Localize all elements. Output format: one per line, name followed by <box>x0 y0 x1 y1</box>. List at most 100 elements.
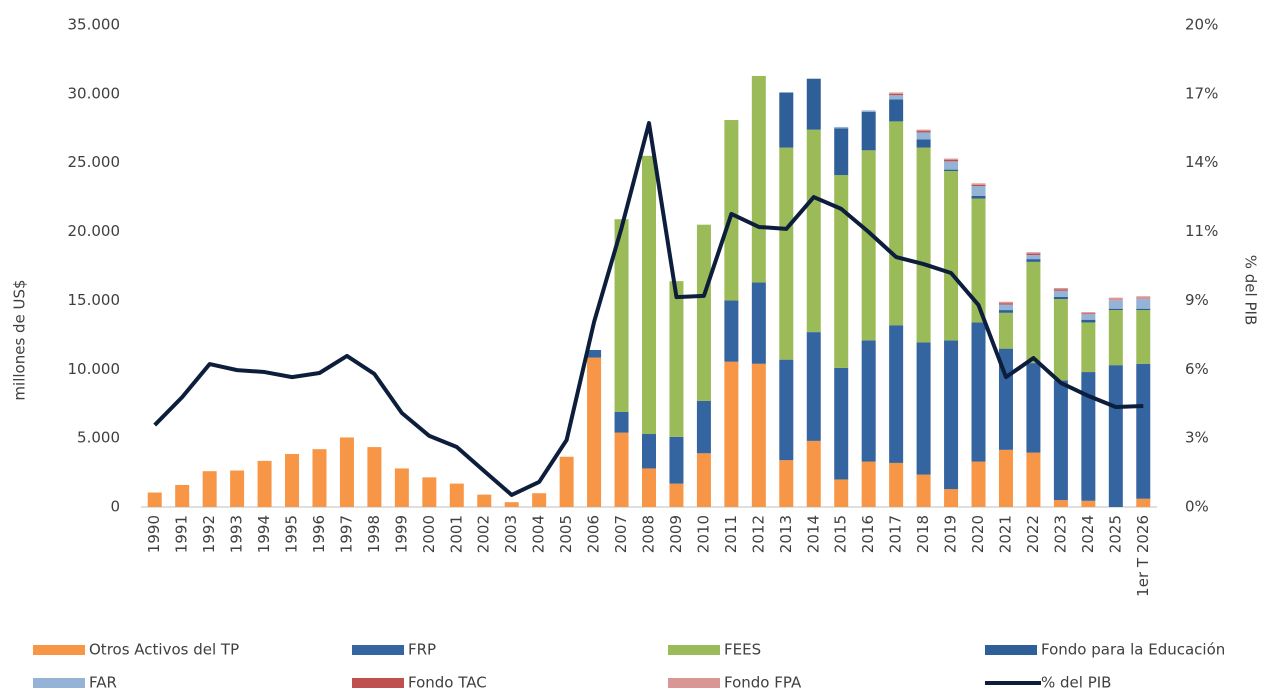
bar-segment <box>449 483 464 507</box>
bar-segment <box>916 147 931 343</box>
bar-segment <box>1026 254 1041 260</box>
y2-tick-label: 20% <box>1185 16 1218 34</box>
y-axis-title: millones de US$ <box>11 279 29 400</box>
bar-segment <box>614 219 629 412</box>
x-tick-label: 2019 <box>942 515 960 553</box>
legend-label: FAR <box>89 674 117 692</box>
bar-segment <box>642 468 656 507</box>
bar-segment <box>1026 259 1041 262</box>
x-tick-label: 2006 <box>585 515 603 553</box>
bar-segment <box>861 461 876 507</box>
x-tick-label: 1992 <box>200 515 218 553</box>
bar-segment <box>834 128 849 176</box>
y2-tick-label: 0% <box>1185 498 1209 516</box>
y-tick-label: 30.000 <box>68 84 121 102</box>
bar-segment <box>1108 297 1123 301</box>
bar-segment <box>998 301 1013 304</box>
y-tick-label: 5.000 <box>77 429 120 447</box>
bar-segment <box>230 470 245 507</box>
bar-segment <box>971 198 986 323</box>
bar-segment <box>504 502 519 507</box>
bar-segment <box>889 95 904 100</box>
y2-tick-label: 6% <box>1185 360 1209 378</box>
x-tick-label: 1997 <box>337 515 355 553</box>
bar-segment <box>422 477 437 507</box>
bar-segment <box>614 411 629 433</box>
x-tick-label: 2015 <box>832 515 850 553</box>
x-tick-label: 2022 <box>1024 515 1042 553</box>
legend-swatch <box>668 645 720 655</box>
x-tick-label: 2017 <box>887 515 905 553</box>
bar-segment <box>861 340 876 462</box>
bar-segment <box>285 453 300 507</box>
y2-axis-title: % del PIB <box>1242 255 1260 325</box>
bar-segment <box>1053 380 1068 501</box>
bar-segment <box>1026 252 1041 254</box>
bar-segment <box>998 312 1013 349</box>
bar-segment <box>971 183 986 185</box>
bar-segment <box>1026 452 1041 507</box>
x-tick-label: 1990 <box>145 515 163 553</box>
legend-label: Fondo TAC <box>408 674 487 692</box>
bar-segment <box>1053 289 1068 291</box>
bar-segment <box>861 111 876 151</box>
bar-segment <box>779 147 794 360</box>
y2-tick-label: 17% <box>1185 84 1218 102</box>
bar-segment <box>834 479 849 507</box>
x-tick-label: 2001 <box>447 515 465 553</box>
bar-segment <box>1108 308 1123 311</box>
bar-segment <box>1108 365 1123 507</box>
bar-segment <box>834 175 849 368</box>
x-tick-label: 1996 <box>310 515 328 553</box>
bar-segment <box>806 440 821 507</box>
bar-segment <box>1136 363 1151 499</box>
bar-segment <box>971 184 986 187</box>
bar-segment <box>779 359 794 461</box>
bar-segment <box>998 449 1013 507</box>
bar-segment <box>944 169 959 171</box>
x-tick-label: 2025 <box>1106 515 1124 553</box>
legend-label: Fondo para la Educación <box>1041 641 1225 659</box>
bar-segment <box>559 456 574 507</box>
bar-segment <box>642 155 656 435</box>
bar-segment <box>889 99 904 122</box>
bar-segment <box>916 129 931 132</box>
bar-segment <box>1081 500 1096 507</box>
x-tick-label: 2009 <box>667 515 685 553</box>
bar-segment <box>916 139 931 148</box>
bar-segment <box>257 460 272 507</box>
x-tick-label: 2010 <box>694 515 712 553</box>
bar-segment <box>147 492 162 507</box>
legend-label: Otros Activos del TP <box>89 641 239 659</box>
x-tick-label: 1998 <box>365 515 383 553</box>
bar-segment <box>916 131 931 133</box>
bar-segment <box>861 110 876 112</box>
y2-tick-label: 11% <box>1185 222 1218 240</box>
x-tick-label: 2024 <box>1079 515 1097 553</box>
bar-segment <box>532 493 547 507</box>
bar-segment <box>587 350 602 358</box>
bar-segment <box>889 325 904 463</box>
x-tick-label: 1er T 2026 <box>1134 515 1152 597</box>
bar-segment <box>696 400 711 454</box>
bar-segment <box>696 453 711 507</box>
line-series <box>153 121 1144 497</box>
bar-segment <box>312 449 327 507</box>
bar-segment <box>971 195 986 199</box>
x-tick-label: 2014 <box>804 515 822 553</box>
bar-segment <box>971 186 986 196</box>
bar-segment <box>724 300 739 362</box>
y-tick-label: 10.000 <box>68 360 121 378</box>
y2-tick-label: 3% <box>1185 429 1209 447</box>
bar-segment <box>1136 308 1151 311</box>
bar-segment <box>971 322 986 462</box>
bar-segment <box>202 471 217 507</box>
x-tick-label: 2003 <box>502 515 520 553</box>
bar-segment <box>779 92 794 148</box>
y-tick-label: 35.000 <box>68 16 121 34</box>
bar-segment <box>944 489 959 507</box>
bar-segment <box>1081 372 1096 501</box>
x-tick-label: 2013 <box>777 515 795 553</box>
bar-segment <box>367 447 382 507</box>
